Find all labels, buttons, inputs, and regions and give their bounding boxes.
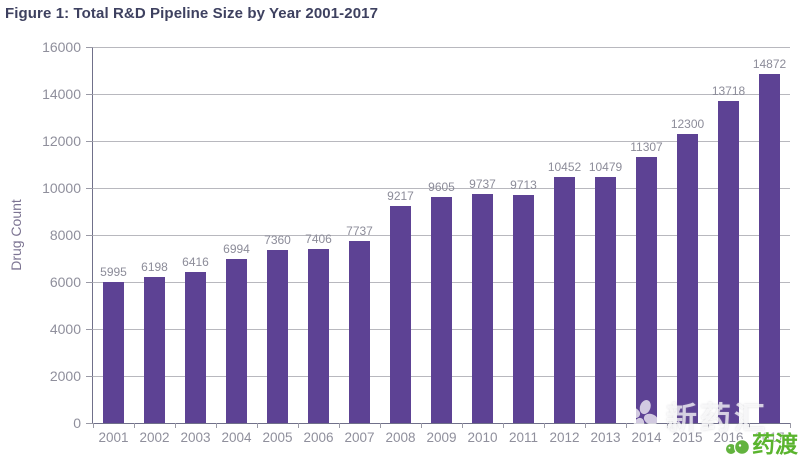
x-axis-tick xyxy=(625,423,627,428)
y-tick-label: 2000 xyxy=(49,368,81,384)
y-tick-label: 16000 xyxy=(42,39,81,55)
bar-2004 xyxy=(226,258,247,423)
bar-value-label: 7360 xyxy=(264,233,291,248)
bar-value-label: 10452 xyxy=(547,160,582,175)
bar-2005 xyxy=(267,250,288,423)
x-axis-tick xyxy=(543,423,545,428)
bar-2012 xyxy=(554,177,575,423)
bar-2013 xyxy=(595,176,616,423)
bar-2009 xyxy=(431,197,452,423)
y-axis-tick xyxy=(86,281,93,283)
x-axis-tick xyxy=(338,423,340,428)
bar-value-label: 9713 xyxy=(510,177,537,192)
bar-2001 xyxy=(103,282,124,423)
x-tick-label: 2003 xyxy=(180,430,211,445)
bar-value-label: 6994 xyxy=(223,241,250,256)
chart-title: Figure 1: Total R&D Pipeline Size by Yea… xyxy=(5,5,379,22)
x-axis-tick xyxy=(707,423,709,428)
x-tick-label: 2010 xyxy=(467,430,498,445)
x-tick-label: 2001 xyxy=(98,430,129,445)
y-axis-tick xyxy=(86,140,93,142)
plot-area: 0 2000 4000 6000 8000 10000 12000 14000 16000 599… xyxy=(42,39,791,445)
bar-2002 xyxy=(144,277,165,423)
x-axis-tick xyxy=(502,423,504,428)
x-tick-label: 2007 xyxy=(344,430,375,445)
bar-2015 xyxy=(677,133,698,423)
y-tick-label: 12000 xyxy=(42,133,81,149)
x-axis-tick xyxy=(584,423,586,428)
gridline xyxy=(93,140,790,142)
y-axis-tick xyxy=(86,328,93,330)
y-axis-tick xyxy=(86,375,93,377)
bar-value-label: 13718 xyxy=(711,83,746,98)
y-axis-tick xyxy=(86,93,93,95)
bar-value-label: 10479 xyxy=(588,159,623,174)
bar-2016 xyxy=(718,100,739,423)
bar-value-label: 9217 xyxy=(387,189,414,204)
x-tick-label: 2009 xyxy=(426,430,457,445)
x-axis-tick xyxy=(92,423,94,428)
y-axis-tick xyxy=(86,422,93,424)
bar-2014 xyxy=(636,157,657,423)
y-axis-tick xyxy=(86,234,93,236)
x-axis-tick xyxy=(461,423,463,428)
x-axis-tick xyxy=(256,423,258,428)
bar-2006 xyxy=(308,248,329,423)
y-axis-tick xyxy=(86,46,93,48)
x-tick-label: 2002 xyxy=(139,430,170,445)
y-tick-label: 8000 xyxy=(49,227,81,243)
x-tick-label: 2012 xyxy=(549,430,580,445)
x-tick-label: 2017 xyxy=(754,430,785,445)
bar-value-label: 9605 xyxy=(428,180,455,195)
bar-2008 xyxy=(390,206,411,423)
x-axis-tick xyxy=(174,423,176,428)
y-tick-label: 14000 xyxy=(42,86,81,102)
x-tick-label: 2008 xyxy=(385,430,416,445)
y-axis-tick xyxy=(86,187,93,189)
bar-value-label: 7406 xyxy=(305,231,332,246)
y-tick-label: 10000 xyxy=(42,180,81,196)
bar-2017 xyxy=(759,73,780,423)
x-axis-tick xyxy=(748,423,750,428)
bar-value-label: 11307 xyxy=(630,140,663,155)
x-tick-label: 2005 xyxy=(262,430,293,445)
x-tick-label: 2011 xyxy=(508,430,539,445)
bar-value-label: 5995 xyxy=(100,265,127,280)
gridline xyxy=(93,187,790,189)
x-tick-label: 2014 xyxy=(631,430,662,445)
y-tick-label: 6000 xyxy=(49,274,81,290)
x-axis-tick xyxy=(215,423,217,428)
x-tick-label: 2013 xyxy=(590,430,621,445)
y-tick-label: 0 xyxy=(73,415,81,431)
bar-2003 xyxy=(185,272,206,423)
bar-value-label: 6416 xyxy=(182,255,209,270)
x-axis-tick xyxy=(379,423,381,428)
bar-value-label: 7737 xyxy=(346,224,373,239)
x-tick-label: 2006 xyxy=(303,430,334,445)
x-axis-tick xyxy=(789,423,791,428)
y-tick-label: 4000 xyxy=(49,321,81,337)
x-axis-tick xyxy=(420,423,422,428)
bar-2007 xyxy=(349,241,370,423)
gridline xyxy=(93,46,790,48)
bar-value-label: 12300 xyxy=(670,116,705,131)
x-axis-tick xyxy=(133,423,135,428)
x-tick-label: 2004 xyxy=(221,430,252,445)
gridline xyxy=(93,93,790,95)
bar-value-label: 9737 xyxy=(469,177,496,192)
x-axis-tick xyxy=(666,423,668,428)
bar-value-label: 6198 xyxy=(141,260,168,275)
x-axis-tick xyxy=(297,423,299,428)
bar-2011 xyxy=(513,194,534,423)
bar-value-label: 14872 xyxy=(752,56,787,71)
x-tick-label: 2015 xyxy=(672,430,703,445)
bar-2010 xyxy=(472,194,493,423)
